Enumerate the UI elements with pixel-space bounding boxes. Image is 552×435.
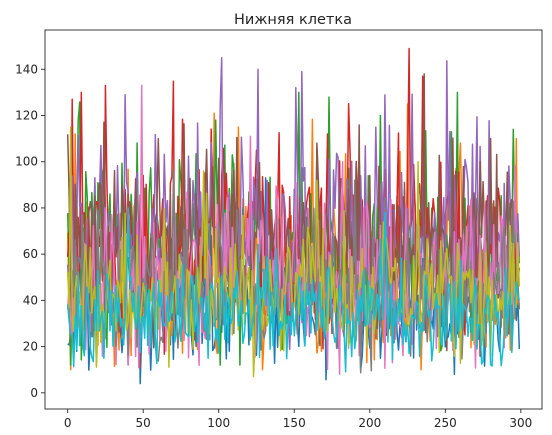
y-tick-label: 0	[30, 386, 38, 400]
y-axis: 0 20 40 60 80 100 120 140	[15, 62, 45, 400]
chart-title: Нижняя клетка	[234, 12, 352, 28]
series-line-10	[66, 207, 521, 373]
x-tick-label: 150	[283, 416, 306, 430]
y-tick-label: 60	[23, 247, 38, 261]
x-tick-label: 50	[136, 416, 151, 430]
x-tick-label: 250	[434, 416, 457, 430]
x-tick-label: 200	[358, 416, 381, 430]
x-tick-label: 0	[64, 416, 72, 430]
y-tick-label: 140	[15, 62, 38, 76]
x-tick-label: 100	[207, 416, 230, 430]
x-tick-label: 300	[509, 416, 532, 430]
series-layer	[66, 47, 521, 385]
y-tick-label: 80	[23, 201, 38, 215]
y-tick-label: 120	[15, 109, 38, 123]
y-tick-label: 40	[23, 293, 38, 307]
y-tick-label: 100	[15, 155, 38, 169]
y-tick-label: 20	[23, 340, 38, 354]
plot-frame	[44, 29, 543, 410]
x-axis: 0 50 100 150 200 250 300	[64, 409, 532, 430]
